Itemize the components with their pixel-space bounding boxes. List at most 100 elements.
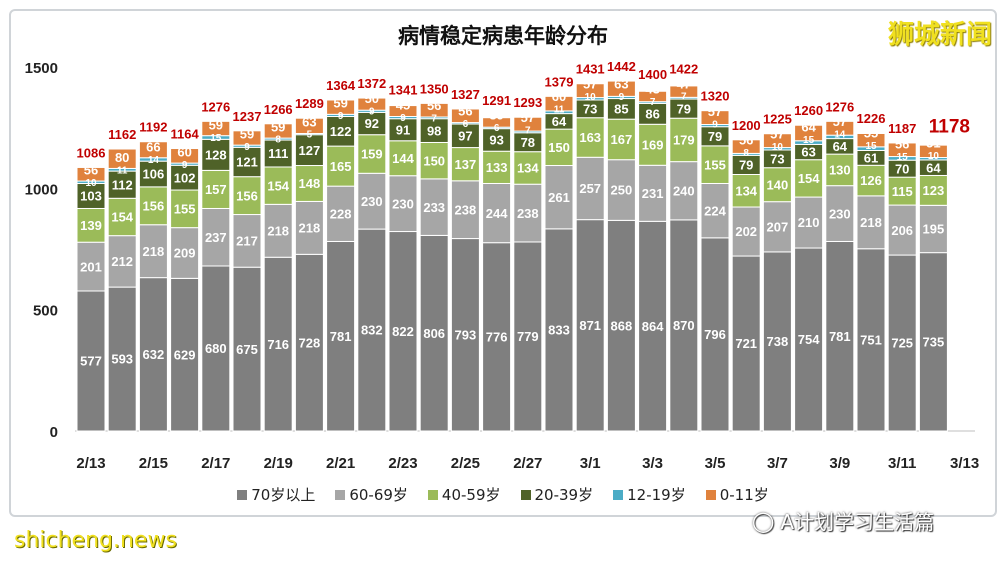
bar-segment <box>419 178 449 236</box>
data-label: 806 <box>423 326 445 341</box>
bar-segment <box>887 142 917 158</box>
data-label: 126 <box>860 173 882 188</box>
data-label: 721 <box>735 336 757 351</box>
x-tick-label: 3/11 <box>888 455 916 472</box>
data-label: 102 <box>174 170 196 185</box>
bar-segment <box>482 182 512 244</box>
bar-segment <box>76 166 106 182</box>
data-label: 871 <box>579 318 601 333</box>
bar-segment <box>669 161 699 221</box>
legend-label: 0-11岁 <box>719 486 769 504</box>
bar-segment <box>482 117 512 128</box>
data-label: 85 <box>614 102 628 117</box>
total-label: 1293 <box>513 95 542 110</box>
data-label: 9 <box>400 113 406 124</box>
data-label: 11 <box>554 104 565 115</box>
x-tick-label: 2/17 <box>201 455 230 472</box>
legend-item: 20-39岁 <box>520 484 593 505</box>
bar-segment <box>138 141 168 159</box>
bar-segment <box>357 97 387 111</box>
data-label: 793 <box>455 327 477 342</box>
data-label: 59 <box>271 119 285 134</box>
bar-segment <box>700 145 730 184</box>
total-label: 1341 <box>389 83 418 98</box>
data-label: 218 <box>860 215 882 230</box>
data-label: 140 <box>767 177 789 192</box>
data-label: 735 <box>923 335 945 350</box>
data-label: 79 <box>739 158 753 173</box>
data-label: 9 <box>369 107 375 118</box>
data-label: 73 <box>583 102 597 117</box>
data-label: 217 <box>236 234 258 249</box>
x-tick-label: 2/23 <box>388 455 417 472</box>
data-label: 155 <box>704 157 726 172</box>
stacked-bar-chart: 0 500 1000 1500 2/13 2/15 2/17 2/19 2/21 2/23 2/25… <box>25 59 980 472</box>
data-label: 230 <box>361 194 383 209</box>
data-label: 39 <box>489 108 503 123</box>
bar-segment <box>794 247 824 432</box>
data-label: 202 <box>735 224 757 239</box>
legend-item: 70岁以上 <box>237 484 315 505</box>
data-label: 122 <box>330 124 352 139</box>
data-label: 63 <box>614 77 628 92</box>
bar-segment <box>294 200 324 255</box>
bar-segment <box>762 251 792 432</box>
bar-segment <box>357 228 387 432</box>
data-label: 9 <box>338 111 344 122</box>
data-label: 779 <box>517 329 539 344</box>
bar-segment <box>170 148 200 164</box>
x-tick-label: 3/1 <box>580 455 601 472</box>
total-label: 1162 <box>108 127 136 142</box>
bar-segment <box>232 130 262 146</box>
data-label: 157 <box>205 182 227 197</box>
total-label: 1266 <box>264 102 293 117</box>
data-label: 207 <box>767 219 789 234</box>
x-tick-label: 3/3 <box>642 455 663 472</box>
bar-segment <box>887 254 917 432</box>
bar-segment <box>326 185 356 242</box>
data-label: 796 <box>704 327 726 342</box>
legend-item: 12-19岁 <box>613 484 686 505</box>
bar-segment <box>450 180 480 240</box>
bar-segment <box>357 172 387 230</box>
bar-segment <box>419 234 449 432</box>
bar-segment <box>170 164 200 191</box>
data-label: 244 <box>486 206 508 221</box>
data-label: 59 <box>333 96 347 111</box>
bar-segment <box>138 224 168 279</box>
data-label: 56 <box>739 133 753 148</box>
bar-segment <box>731 139 761 154</box>
bar-segment <box>107 235 137 288</box>
bar-segment <box>107 197 137 237</box>
data-label: 167 <box>611 132 633 147</box>
total-label: 1364 <box>326 78 356 93</box>
data-label: 55 <box>864 126 878 141</box>
logo-watermark: 狮城新闻 <box>887 20 992 50</box>
data-label: 822 <box>392 324 414 339</box>
bar-segment <box>700 237 730 432</box>
bar-segment <box>482 242 512 432</box>
data-label: 832 <box>361 323 383 338</box>
data-label: 86 <box>645 107 659 122</box>
data-label: 148 <box>299 176 321 191</box>
bar-segment <box>388 105 418 118</box>
data-label: 201 <box>80 259 102 274</box>
bar-segment <box>918 174 948 206</box>
data-label: 10 <box>772 142 784 153</box>
bar-segment <box>825 240 855 432</box>
data-label: 776 <box>486 330 508 345</box>
bar-segment <box>918 144 948 159</box>
x-tick-label: 2/19 <box>264 455 293 472</box>
total-label: 1327 <box>451 87 480 102</box>
data-label: 212 <box>111 254 133 269</box>
data-label: 144 <box>392 151 414 166</box>
x-tick-label: 2/15 <box>139 455 168 472</box>
data-label: 64 <box>926 160 941 175</box>
bar-segment <box>388 175 418 233</box>
x-tick-label: 2/13 <box>76 455 105 472</box>
data-label: 9 <box>619 92 625 103</box>
bar-segment <box>856 132 886 148</box>
bar-segment <box>482 150 512 184</box>
bar-segment <box>294 117 324 134</box>
data-label: 8 <box>275 135 281 146</box>
